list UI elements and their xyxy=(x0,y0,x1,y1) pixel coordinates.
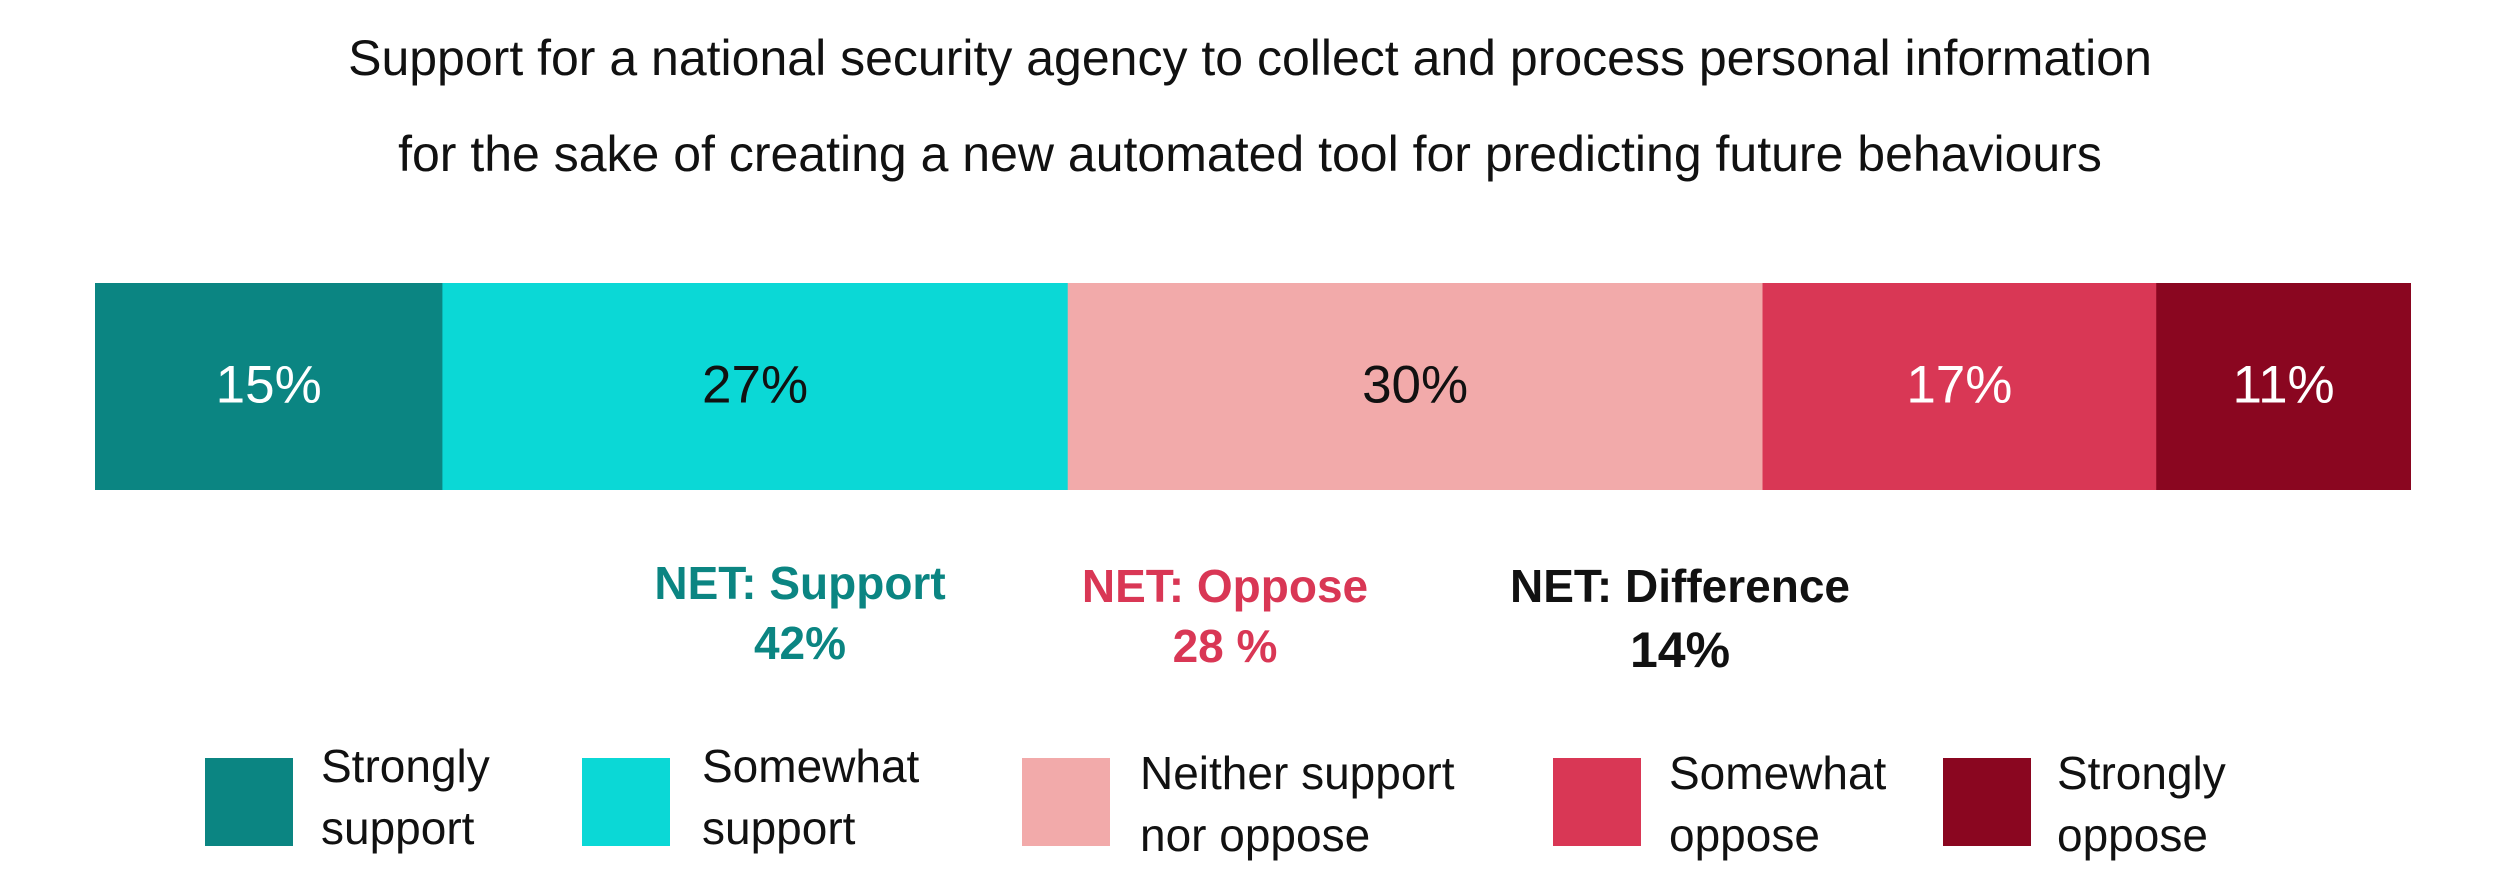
bar-value-label-strongly-support: 15% xyxy=(216,356,322,415)
legend-item-somewhat-oppose: Somewhat oppose xyxy=(1553,740,1953,861)
bar-segment-somewhat-support xyxy=(442,283,1069,490)
legend-item-strongly-oppose: Strongly oppose xyxy=(1943,740,2323,861)
legend-text-line: oppose xyxy=(1669,809,1820,861)
legend-text-line: support xyxy=(321,802,475,854)
net-support-label: NET: Support xyxy=(654,557,946,609)
bar-value-label-neither-support-nor-oppose: 30% xyxy=(1362,356,1468,415)
legend-text-line: Strongly xyxy=(321,740,490,792)
legend-label-strongly-support: Strongly support xyxy=(321,735,721,859)
net-support: NET: Support 42% xyxy=(590,553,1010,673)
legend-label-somewhat-support: Somewhat support xyxy=(702,735,1102,859)
legend-label-strongly-oppose: Strongly oppose xyxy=(2057,742,2457,866)
legend-text-line: support xyxy=(702,802,856,854)
legend-text-line: Strongly xyxy=(2057,747,2226,799)
legend-swatch-somewhat-oppose xyxy=(1553,758,1641,846)
legend-label-somewhat-oppose: Somewhat oppose xyxy=(1669,742,2069,866)
stacked-bar: 15% 27% 30% 17% 11% xyxy=(95,283,2411,490)
net-oppose: NET: Oppose 28 % xyxy=(1025,556,1425,676)
legend-text-line: oppose xyxy=(2057,809,2208,861)
bar-segment-strongly-support xyxy=(95,283,443,490)
bar-segment-strongly-oppose xyxy=(2156,283,2411,490)
bar-segment-neither-support-nor-oppose xyxy=(1067,283,1764,490)
bar-segment-somewhat-oppose xyxy=(1762,283,2157,490)
chart-title-line-2: for the sake of creating a new automated… xyxy=(398,126,2102,182)
legend-swatch-strongly-support xyxy=(205,758,293,846)
legend-text-line: Somewhat xyxy=(702,740,920,792)
bar-value-label-somewhat-support: 27% xyxy=(702,356,808,415)
net-difference-value: 14% xyxy=(1629,622,1731,678)
legend-label-neither: Neither support nor oppose xyxy=(1140,742,1540,866)
legend-text-line: Neither support xyxy=(1140,747,1455,799)
net-oppose-value: 28 % xyxy=(1172,620,1278,672)
legend-swatch-neither xyxy=(1022,758,1110,846)
legend-item-somewhat-support: Somewhat support xyxy=(582,740,982,860)
net-support-value: 42% xyxy=(753,617,847,669)
net-difference-label: NET: Difference xyxy=(1510,560,1850,612)
legend-text-line: nor oppose xyxy=(1140,809,1371,861)
legend-item-strongly-support: Strongly support xyxy=(205,740,565,860)
net-difference: NET: Difference 14% xyxy=(1460,556,1900,680)
net-oppose-label: NET: Oppose xyxy=(1081,560,1369,612)
bar-value-label-strongly-oppose: 11% xyxy=(2233,356,2335,415)
legend-text-line: Somewhat xyxy=(1669,747,1887,799)
legend-item-neither: Neither support nor oppose xyxy=(1022,740,1522,861)
legend-swatch-somewhat-support xyxy=(582,758,670,846)
bar-value-label-somewhat-oppose: 17% xyxy=(1906,356,2012,415)
chart-title-line-1: Support for a national security agency t… xyxy=(348,30,2152,86)
chart-title: Support for a national security agency t… xyxy=(0,10,2500,202)
legend-swatch-strongly-oppose xyxy=(1943,758,2031,846)
